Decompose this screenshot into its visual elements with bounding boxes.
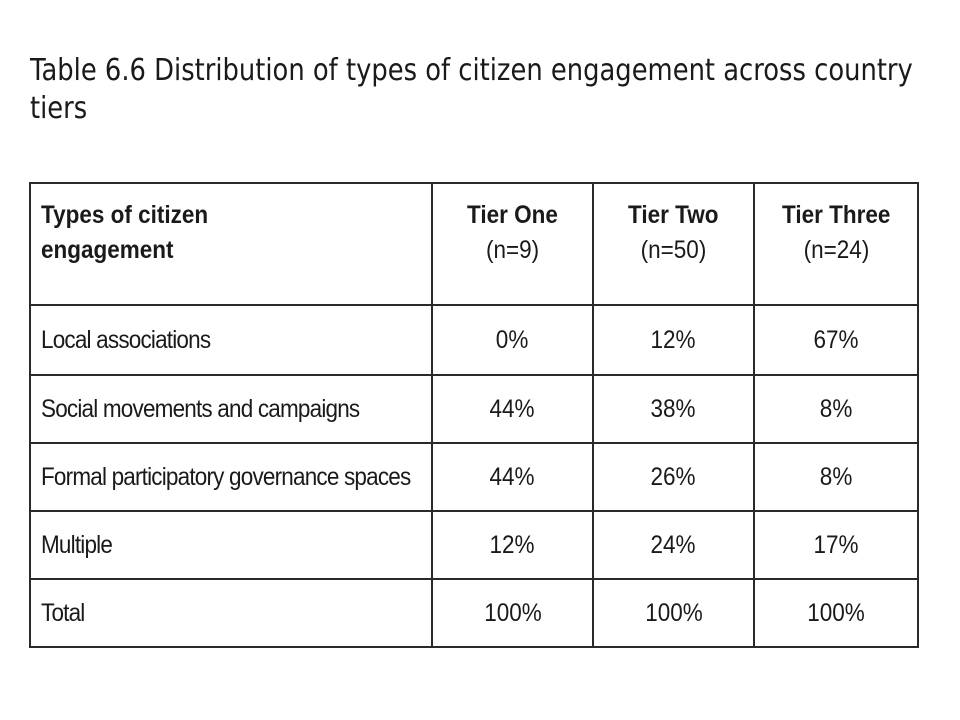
cell-value: 12% (489, 530, 536, 559)
cell-value: 8% (819, 462, 853, 491)
table-row: Formal participatory governance spaces 4… (29, 442, 919, 512)
tier-three-value: 100% (753, 578, 919, 648)
row-label: Social movements and campaigns (29, 374, 433, 444)
tier-two-value: 12% (592, 304, 755, 376)
cell-value: 26% (650, 462, 697, 491)
tier-one-value: 12% (431, 510, 594, 580)
cell-value: 38% (650, 394, 697, 423)
cell-value: 44% (489, 462, 536, 491)
table-row: Multiple 12% 24% 17% (29, 510, 919, 580)
row-label: Local associations (29, 304, 433, 376)
cell-value: 24% (650, 530, 697, 559)
row-label-text: Total (41, 598, 85, 627)
table-header-row: Types of citizen engagement Tier One (n=… (29, 182, 919, 306)
table-row: Social movements and campaigns 44% 38% 8… (29, 374, 919, 444)
cell-value: 8% (819, 394, 853, 423)
table-number: Table 6.6 (30, 53, 146, 88)
tier-two-value: 26% (592, 442, 755, 512)
cell-value: 44% (489, 394, 536, 423)
tier-three-name: Tier Three (781, 201, 891, 229)
cell-value: 100% (644, 598, 703, 627)
tier-one-value: 0% (431, 304, 594, 376)
tier-three-value: 8% (753, 374, 919, 444)
cell-value: 12% (650, 325, 697, 354)
tier-one-count: (n=9) (485, 236, 540, 264)
tier-one-value: 44% (431, 442, 594, 512)
table-total-row: Total 100% 100% 100% (29, 578, 919, 648)
tier-one-value: 44% (431, 374, 594, 444)
row-label: Formal participatory governance spaces (29, 442, 433, 512)
table-row: Local associations 0% 12% 67% (29, 304, 919, 376)
row-label-text: Social movements and campaigns (41, 394, 360, 423)
tier-two-name: Tier Two (628, 201, 719, 229)
table-title: Distribution of types of citizen engagem… (30, 53, 913, 126)
tier-one-name: Tier One (467, 201, 558, 229)
row-label: Total (29, 578, 433, 648)
cell-value: 17% (813, 530, 859, 559)
header-tier-three: Tier Three (n=24) (753, 182, 919, 306)
row-label-text: Multiple (41, 530, 113, 559)
tier-three-value: 67% (753, 304, 919, 376)
cell-value: 100% (483, 598, 542, 627)
engagement-table: Types of citizen engagement Tier One (n=… (29, 182, 919, 648)
header-tier-one: Tier One (n=9) (431, 182, 594, 306)
cell-value: 100% (807, 598, 865, 627)
table-caption: Table 6.6 Distribution of types of citiz… (30, 52, 924, 128)
header-engagement-types-label: Types of citizen engagement (41, 201, 209, 264)
tier-two-count: (n=50) (640, 236, 707, 264)
tier-two-value: 100% (592, 578, 755, 648)
tier-one-value: 100% (431, 578, 594, 648)
tier-two-value: 38% (592, 374, 755, 444)
tier-three-value: 17% (753, 510, 919, 580)
row-label-text: Formal participatory governance spaces (41, 462, 411, 491)
tier-three-count: (n=24) (803, 236, 869, 264)
tier-three-value: 8% (753, 442, 919, 512)
header-tier-two: Tier Two (n=50) (592, 182, 755, 306)
cell-value: 0% (496, 325, 529, 354)
row-label: Multiple (29, 510, 433, 580)
row-label-text: Local associations (41, 325, 211, 354)
header-engagement-types: Types of citizen engagement (29, 182, 433, 306)
cell-value: 67% (813, 325, 859, 354)
tier-two-value: 24% (592, 510, 755, 580)
